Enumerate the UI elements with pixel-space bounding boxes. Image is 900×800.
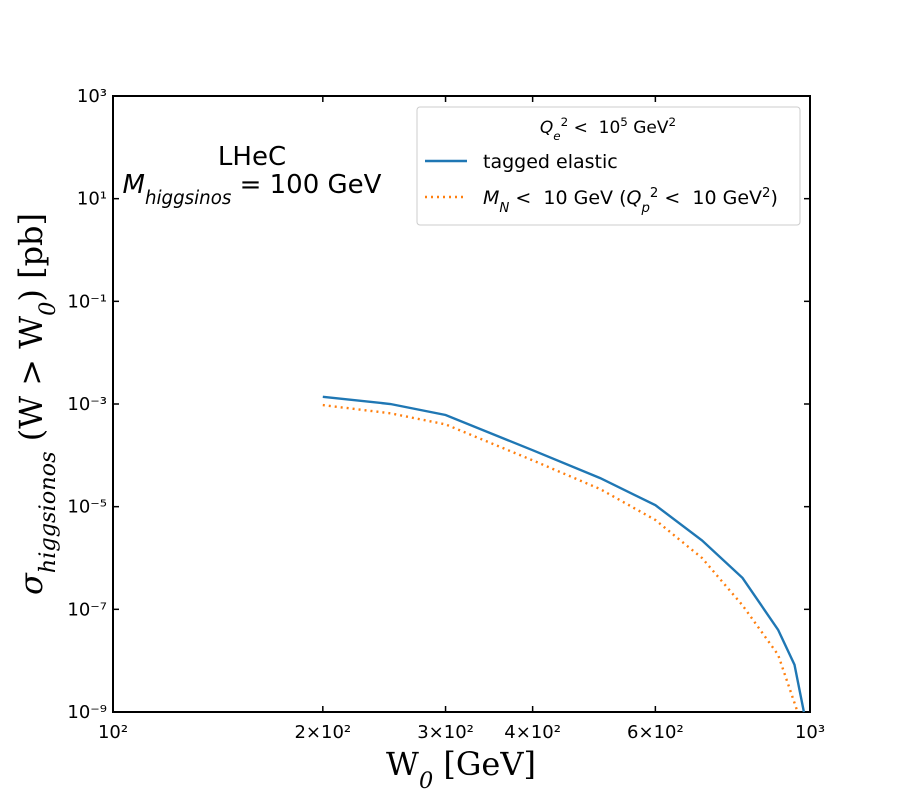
text-part: M — [483, 187, 499, 209]
text-part: ) — [771, 187, 778, 209]
text-part: 0 — [35, 302, 61, 316]
text-part: 2 — [561, 115, 569, 129]
text-part: higgsionos — [35, 451, 61, 573]
text-part: [GeV] — [433, 745, 536, 783]
legend-title: Qe2 < 105 GeV2 — [540, 115, 676, 143]
y-tick-label: 10⁻³ — [67, 394, 107, 415]
text-part: Q — [540, 118, 553, 138]
text-part: tagged elastic — [483, 151, 618, 173]
text-part: p — [640, 201, 649, 216]
y-tick-label: 10⁻¹ — [67, 291, 107, 312]
y-tick-label: 10⁻⁷ — [67, 599, 107, 620]
x-tick-label: 6×10² — [627, 722, 684, 743]
x-tick-label: 2×10² — [294, 722, 351, 743]
text-part: M — [123, 170, 145, 200]
text-part: ) [pb] — [12, 213, 50, 302]
text-part: = 100 GeV — [231, 170, 381, 200]
text-part: σ — [12, 572, 50, 595]
text-part: 5 — [620, 115, 628, 129]
x-tick-label: 4×10² — [504, 722, 561, 743]
text-part: (W > W — [12, 316, 50, 452]
text-part: e — [553, 129, 560, 143]
text-part: N — [499, 201, 509, 216]
text-part: < 10 GeV ( — [509, 187, 626, 209]
text-part: 2 — [669, 115, 677, 129]
text-part: Q — [626, 187, 641, 209]
text-part: 0 — [419, 768, 433, 794]
text-part: 2 — [762, 186, 770, 201]
x-tick-label: 10² — [98, 722, 128, 743]
annotation: LHeC — [218, 142, 286, 172]
x-axis-label: W0 [GeV] — [386, 745, 536, 794]
text-part: W — [386, 745, 419, 783]
y-tick-label: 10¹ — [77, 189, 107, 210]
annotation: Mhiggsinos = 100 GeV — [123, 170, 382, 209]
legend-label: tagged elastic — [483, 151, 618, 173]
text-part: LHeC — [218, 142, 286, 172]
text-part: GeV — [628, 118, 669, 138]
y-axis-label: σhiggsionos (W > W0) [pb] — [12, 213, 61, 595]
text-part: < 10 — [568, 118, 620, 138]
y-tick-label: 10⁻⁹ — [67, 702, 107, 723]
text-part: higgsinos — [145, 188, 232, 209]
text-part: < 10 GeV — [658, 187, 762, 209]
text-part: 2 — [650, 186, 658, 201]
legend-label: MN < 10 GeV (Qp2 < 10 GeV2) — [483, 186, 778, 216]
legend-box — [416, 106, 801, 226]
x-tick-label: 3×10² — [417, 722, 474, 743]
series-line — [322, 403, 799, 713]
series-line — [322, 395, 806, 713]
y-tick-label: 10⁻⁵ — [67, 497, 107, 518]
x-tick-label: 10³ — [795, 722, 825, 743]
y-tick-label: 10³ — [77, 86, 107, 107]
